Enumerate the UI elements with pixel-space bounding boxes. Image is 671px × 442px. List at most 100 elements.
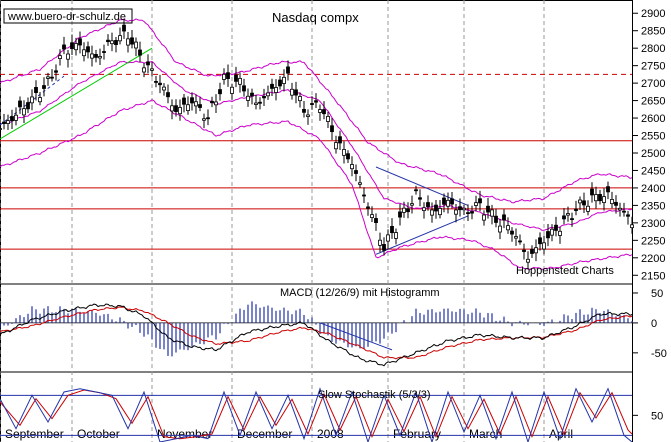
macd-y-tick-label: -50 xyxy=(651,348,667,360)
y-tick-label: 2150 xyxy=(641,270,665,282)
candle-body xyxy=(290,88,294,96)
candle-body xyxy=(450,198,454,205)
candle-body xyxy=(262,95,266,99)
candle-body xyxy=(422,207,426,212)
candle-body xyxy=(434,204,438,212)
x-tick-label: December xyxy=(237,427,292,441)
watermark-box xyxy=(3,8,133,24)
y-tick-label: 2650 xyxy=(641,96,665,108)
candle-body xyxy=(550,228,554,236)
candle-body xyxy=(406,208,410,213)
candle-body xyxy=(82,49,86,57)
candle-body xyxy=(214,101,218,106)
candle-body xyxy=(206,117,210,120)
candle-body xyxy=(522,249,526,252)
candle-body xyxy=(486,205,490,213)
candle-body xyxy=(170,105,174,112)
candle-body xyxy=(302,108,306,113)
candle-body xyxy=(558,230,562,236)
candle-body xyxy=(162,86,166,91)
candle-body xyxy=(174,105,178,112)
candle-body xyxy=(2,121,6,125)
candle-body xyxy=(498,225,502,233)
candle-body xyxy=(34,87,38,94)
candle-body xyxy=(354,170,358,174)
candle-body xyxy=(414,189,418,192)
y-tick-label: 2700 xyxy=(641,78,665,90)
candle-body xyxy=(182,97,186,105)
candle-body xyxy=(318,109,322,113)
candle-body xyxy=(342,149,346,156)
candle-body xyxy=(30,96,34,104)
y-tick-label: 2900 xyxy=(641,8,665,20)
y-tick-label: 2500 xyxy=(641,148,665,160)
macd-trendline xyxy=(319,322,393,351)
candle-body xyxy=(574,208,578,211)
plot-frame xyxy=(0,0,633,442)
candle-body xyxy=(614,201,618,206)
candle-body xyxy=(578,199,582,204)
candle-body xyxy=(118,35,122,42)
candle-body xyxy=(282,76,286,84)
candle-body xyxy=(358,182,362,185)
candle-body xyxy=(90,53,94,59)
candle-body xyxy=(442,197,446,205)
y-tick-label: 2550 xyxy=(641,131,665,143)
candle-body xyxy=(202,118,206,121)
stochastic-d-line xyxy=(0,389,633,440)
candle-body xyxy=(314,100,318,103)
candle-body xyxy=(70,42,74,50)
candle-body xyxy=(114,40,118,46)
candle-body xyxy=(178,107,182,115)
candle-body xyxy=(506,225,510,231)
candle-body xyxy=(18,100,22,108)
candle-body xyxy=(14,114,18,121)
candle-body xyxy=(598,193,602,202)
y-tick-label: 2200 xyxy=(641,253,665,265)
y-tick-label: 2600 xyxy=(641,113,665,125)
candle-body xyxy=(334,142,338,150)
candle-body xyxy=(10,116,14,122)
stochastic-title: Slow Stochastik (5/3/3) xyxy=(318,389,431,401)
macd-y-tick-label: 50 xyxy=(651,288,663,300)
candle-body xyxy=(366,206,370,209)
candle-body xyxy=(126,38,130,46)
candle-body xyxy=(530,248,534,254)
candle-body xyxy=(270,83,274,89)
candle-body xyxy=(418,197,422,200)
candle-body xyxy=(370,214,374,218)
candle-body xyxy=(602,196,606,203)
y-tick-label: 2300 xyxy=(641,218,665,230)
watermark-text: www.buero-dr-schulz.de xyxy=(7,11,126,23)
candle-body xyxy=(566,213,570,216)
bollinger-middle xyxy=(0,60,633,231)
stochastic-y-tick-label: 50 xyxy=(651,410,663,422)
candle-body xyxy=(158,82,162,86)
candle-body xyxy=(626,214,630,217)
candle-body xyxy=(110,40,114,45)
candle-body xyxy=(306,114,310,117)
x-tick-label: October xyxy=(77,427,120,441)
x-tick-label: February xyxy=(393,427,441,441)
candle-body xyxy=(22,108,26,116)
candle-body xyxy=(58,55,62,59)
y-tick-label: 2350 xyxy=(641,200,665,212)
candle-body xyxy=(238,78,242,85)
candle-body xyxy=(338,136,342,144)
candle-body xyxy=(534,247,538,254)
candle-body xyxy=(102,51,106,53)
candle-body xyxy=(590,188,594,196)
y-tick-label: 2750 xyxy=(641,61,665,73)
macd-y-tick-label: 0 xyxy=(651,318,657,330)
candle-body xyxy=(298,96,302,102)
candle-body xyxy=(538,237,542,245)
trendline xyxy=(0,47,153,140)
candle-body xyxy=(258,101,262,104)
candle-body xyxy=(234,74,238,82)
candle-body xyxy=(502,214,506,221)
candle-body xyxy=(26,102,30,110)
candle-body xyxy=(610,199,614,205)
candle-body xyxy=(458,206,462,211)
candle-body xyxy=(134,41,138,49)
candle-body xyxy=(218,89,222,95)
